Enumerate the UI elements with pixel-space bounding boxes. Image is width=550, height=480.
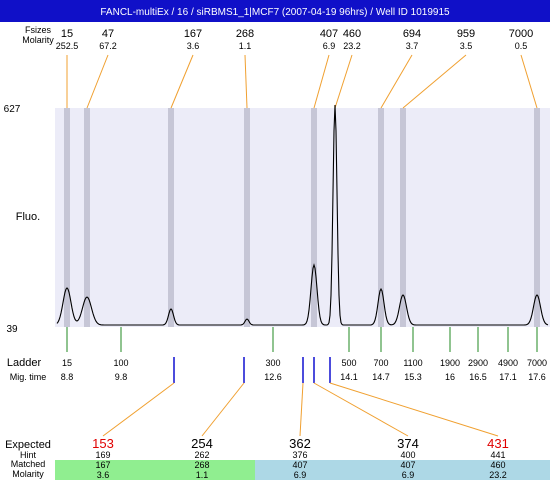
ladder-migtime-label: 16.5 xyxy=(469,372,487,382)
peak-connector xyxy=(334,54,353,109)
peak-molarity-label: 6.9 xyxy=(323,41,336,51)
hint-value: 400 xyxy=(400,450,415,460)
matched-value: 167 xyxy=(95,460,110,470)
migtime-label: Mig. time xyxy=(10,372,47,382)
expected-connector xyxy=(313,382,409,437)
chart-title: FANCL-multiEx / 16 / siRBMS1_1|MCF7 (200… xyxy=(100,7,450,18)
molarity-value: 6.9 xyxy=(294,470,307,480)
ladder-migtime-label: 14.7 xyxy=(372,372,390,382)
ladder-migtime-label: 17.1 xyxy=(499,372,517,382)
ladder-migtime-label: 15.3 xyxy=(404,372,422,382)
ladder-size-label: 700 xyxy=(373,358,388,368)
matched-band-green xyxy=(55,460,255,480)
ladder-size-label: 1900 xyxy=(440,358,460,368)
table-molarity-label: Molarity xyxy=(12,469,44,479)
expected-value: 431 xyxy=(487,436,509,451)
peak-molarity-label: 0.5 xyxy=(515,41,528,51)
peak-molarity-label: 23.2 xyxy=(343,41,361,51)
expected-value: 153 xyxy=(92,436,114,451)
ladder-migtime-label: 8.8 xyxy=(61,372,74,382)
expected-connector xyxy=(329,382,499,437)
ladder-size-label: 4900 xyxy=(498,358,518,368)
hint-value: 169 xyxy=(95,450,110,460)
matched-band-blue xyxy=(255,460,550,480)
matched-value: 407 xyxy=(400,460,415,470)
ladder-size-label: 300 xyxy=(265,358,280,368)
hint-value: 262 xyxy=(194,450,209,460)
peak-molarity-label: 67.2 xyxy=(99,41,117,51)
peak-band xyxy=(64,108,70,327)
ladder-migtime-label: 12.6 xyxy=(264,372,282,382)
peak-band xyxy=(378,108,384,327)
ladder-size-label: 15 xyxy=(62,358,72,368)
expected-value: 374 xyxy=(397,436,419,451)
ladder-size-label: 2900 xyxy=(468,358,488,368)
peak-size-label: 15 xyxy=(61,28,73,40)
ladder-migtime-label: 17.6 xyxy=(528,372,546,382)
peak-band xyxy=(244,108,250,327)
peak-molarity-label: 1.1 xyxy=(239,41,252,51)
molarity-value: 1.1 xyxy=(196,470,209,480)
peak-size-label: 7000 xyxy=(509,28,533,40)
ladder-size-label: 7000 xyxy=(527,358,547,368)
peak-connector xyxy=(86,54,109,109)
molarity-label: Molarity xyxy=(22,35,54,45)
peak-size-label: 47 xyxy=(102,28,114,40)
fluorescence-trace xyxy=(56,104,549,326)
ladder-migtime-label: 9.8 xyxy=(115,372,128,382)
peak-size-label: 407 xyxy=(320,28,338,40)
ladder-migtime-label: 14.1 xyxy=(340,372,358,382)
peak-size-label: 268 xyxy=(236,28,254,40)
peak-size-label: 167 xyxy=(184,28,202,40)
peak-size-label: 694 xyxy=(403,28,421,40)
peak-connector xyxy=(313,54,330,109)
peak-molarity-label: 3.7 xyxy=(406,41,419,51)
peak-size-label: 959 xyxy=(457,28,475,40)
peak-band xyxy=(311,108,317,327)
ladder-migtime-label: 16 xyxy=(445,372,455,382)
peak-molarity-label: 3.6 xyxy=(187,41,200,51)
expected-connector xyxy=(299,382,304,437)
y-axis-label: Fluo. xyxy=(16,211,40,223)
hint-value: 376 xyxy=(292,450,307,460)
matched-value: 268 xyxy=(194,460,209,470)
peak-connector xyxy=(402,54,467,109)
title-bar xyxy=(0,0,550,22)
matched-label: Matched xyxy=(11,459,46,469)
ladder-label: Ladder xyxy=(7,357,42,369)
peak-connector xyxy=(244,54,248,109)
peak-band xyxy=(534,108,540,327)
hint-value: 441 xyxy=(490,450,505,460)
fsizes-label: Fsizes xyxy=(25,25,52,35)
plot-area xyxy=(55,108,550,327)
peak-band xyxy=(400,108,406,327)
expected-connector xyxy=(201,382,245,437)
hint-label: Hint xyxy=(20,450,37,460)
ladder-size-label: 1100 xyxy=(403,358,422,368)
peak-molarity-label: 3.5 xyxy=(460,41,473,51)
peak-band xyxy=(84,108,90,327)
peak-molarity-label: 252.5 xyxy=(56,41,79,51)
y-tick-label: 627 xyxy=(4,104,21,115)
peak-connector xyxy=(380,54,413,109)
matched-value: 407 xyxy=(292,460,307,470)
peak-size-label: 460 xyxy=(343,28,361,40)
molarity-value: 6.9 xyxy=(402,470,415,480)
ladder-size-label: 500 xyxy=(341,358,356,368)
matched-value: 460 xyxy=(490,460,505,470)
y-tick-label: 39 xyxy=(6,324,18,335)
expected-value: 254 xyxy=(191,436,213,451)
peak-connector xyxy=(170,54,194,109)
expected-connector xyxy=(102,382,175,437)
expected-value: 362 xyxy=(289,436,311,451)
expected-label: Expected xyxy=(5,439,51,451)
molarity-value: 3.6 xyxy=(97,470,110,480)
peak-connector xyxy=(520,54,538,109)
molarity-value: 23.2 xyxy=(489,470,507,480)
ladder-size-label: 100 xyxy=(113,358,128,368)
peak-band xyxy=(168,108,174,327)
